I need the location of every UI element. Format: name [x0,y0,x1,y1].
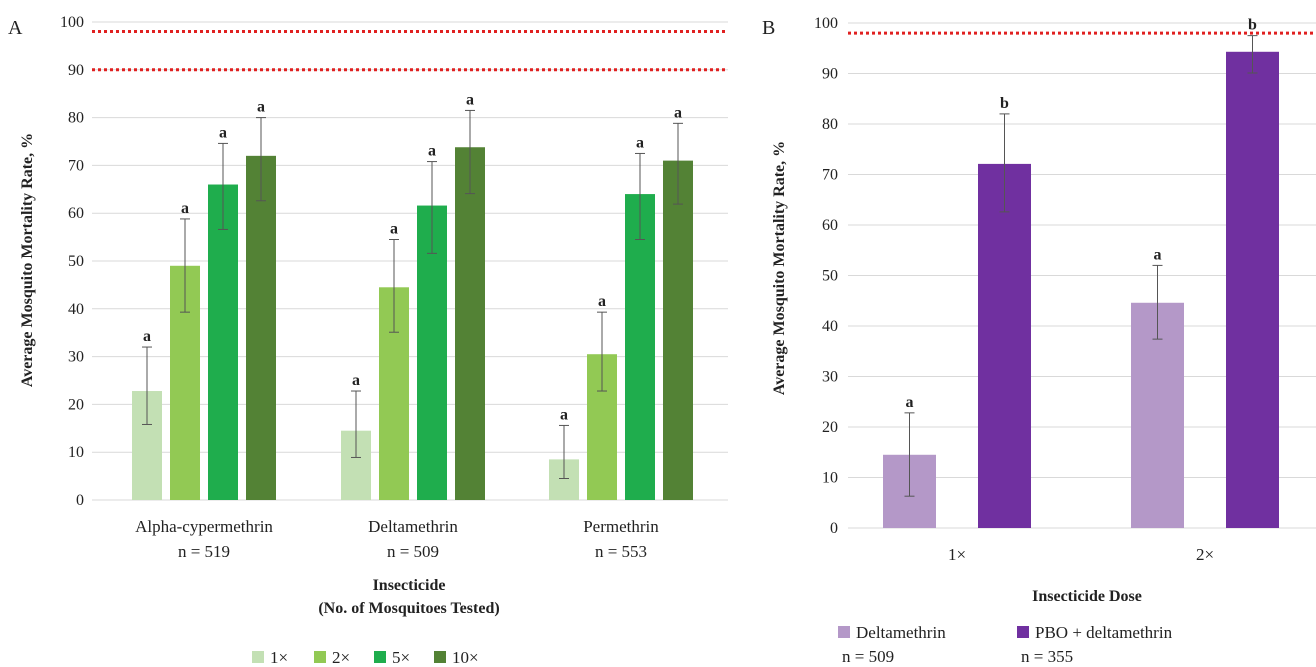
panel-b-gridlines: 0 10 20 30 40 50 60 70 80 90 100 [814,15,1316,537]
panel-b-category-labels: 1× 2× [948,545,1214,564]
panel-a-bar [246,155,276,500]
panel-a-legend-label: 1× [270,648,288,667]
panel-b: B Average Mosquito Mortality Rate, % Ins… [762,15,1316,666]
panel-b-legend: Deltamethrin n = 509 PBO + deltamethrin n =… [838,623,1173,666]
panel-a-y-tick-label: 70 [68,157,84,174]
panel-a: A Average Mosquito Mortality Rate, % Ins… [8,14,728,667]
panel-b-letter: B [762,17,775,39]
panel-b-y-tick-label: 30 [822,369,838,386]
panel-a-bar [455,147,485,500]
panel-a-bars: a a a a a a a a a a a a [132,91,693,500]
panel-a-category-n: n = 553 [595,542,647,561]
panel-b-category-label: 2× [1196,545,1214,564]
panel-b-y-tick-label: 50 [822,268,838,285]
panel-b-legend-n: n = 509 [842,647,894,666]
panel-a-legend-swatch [374,651,386,663]
panel-b-significance-label: b [1000,95,1009,112]
panel-b-legend-label: Deltamethrin [856,623,946,642]
panel-b-bars: a a b b [883,17,1279,528]
panel-b-y-tick-label: 0 [830,520,838,537]
panel-a-significance-label: a [598,293,606,310]
panel-b-legend-swatch [838,626,850,638]
panel-a-significance-label: a [466,91,474,108]
panel-b-bar [978,163,1031,528]
panel-a-bar [663,160,693,500]
panel-a-y-tick-label: 0 [76,492,84,509]
panel-a-bar [208,184,238,500]
panel-b-legend-label: PBO + deltamethrin [1035,623,1173,642]
panel-a-significance-label: a [560,406,568,423]
panel-a-y-tick-label: 90 [68,62,84,79]
panel-a-category-label: Permethrin [583,517,659,536]
panel-a-legend: 1× 2× 5× 10× [252,648,479,667]
panel-a-y-tick-label: 30 [68,349,84,366]
panel-b-bar [1131,302,1184,528]
panel-a-category-n: n = 509 [387,542,439,561]
panel-a-bar [417,205,447,500]
panel-a-significance-label: a [428,143,436,160]
panel-b-y-tick-label: 90 [822,66,838,83]
panel-b-y-tick-label: 60 [822,217,838,234]
panel-a-legend-swatch [314,651,326,663]
panel-a-significance-label: a [636,134,644,151]
panel-b-legend-swatch [1017,626,1029,638]
panel-a-category-n: n = 519 [178,542,230,561]
panel-b-significance-label: b [1248,17,1257,34]
panel-a-significance-label: a [674,104,682,121]
panel-a-bar [625,194,655,500]
panel-b-category-label: 1× [948,545,966,564]
panel-b-significance-label: a [1154,246,1162,263]
panel-a-legend-swatch [252,651,264,663]
panel-a-significance-label: a [257,99,265,116]
panel-b-significance-label: a [906,394,914,411]
panel-a-significance-label: a [219,124,227,141]
panel-b-x-axis-title: Insecticide Dose [1032,588,1142,605]
panel-b-bar [1226,51,1279,528]
panel-a-y-tick-label: 40 [68,301,84,318]
panel-a-significance-label: a [390,220,398,237]
panel-a-x-axis-title-line1: Insecticide [373,577,446,594]
panel-a-category-label: Alpha-cypermethrin [135,517,273,536]
panel-b-y-tick-label: 70 [822,167,838,184]
panel-a-significance-label: a [143,328,151,345]
panel-a-y-tick-label: 100 [60,14,84,31]
panel-a-legend-label: 5× [392,648,410,667]
panel-a-y-tick-label: 10 [68,444,84,461]
panel-a-category-labels: Alpha-cypermethrin n = 519 Deltamethrin n =… [135,517,659,561]
panel-a-legend-label: 10× [452,648,479,667]
panel-b-y-tick-label: 80 [822,116,838,133]
panel-a-x-axis-title-line2: (No. of Mosquitoes Tested) [318,600,499,617]
panel-a-y-tick-label: 20 [68,396,84,413]
panel-a-letter: A [8,17,23,39]
panel-b-y-tick-label: 20 [822,419,838,436]
panel-b-y-tick-label: 100 [814,15,838,32]
panel-a-y-tick-label: 50 [68,253,84,270]
panel-a-gridlines: 0 10 20 30 40 50 60 70 80 90 100 [60,14,728,509]
panel-a-category-label: Deltamethrin [368,517,458,536]
panel-a-legend-label: 2× [332,648,350,667]
panel-a-y-axis-title: Average Mosquito Mortality Rate, % [19,133,36,387]
panel-a-y-tick-label: 80 [68,110,84,127]
panel-a-y-tick-label: 60 [68,205,84,222]
panel-b-y-axis-title: Average Mosquito Mortality Rate, % [771,141,788,395]
panel-a-significance-label: a [352,372,360,389]
panel-b-y-tick-label: 40 [822,318,838,335]
panel-a-reference-lines [92,30,728,72]
panel-b-y-tick-label: 10 [822,470,838,487]
panel-b-legend-n: n = 355 [1021,647,1073,666]
panel-a-legend-swatch [434,651,446,663]
panel-a-significance-label: a [181,200,189,217]
